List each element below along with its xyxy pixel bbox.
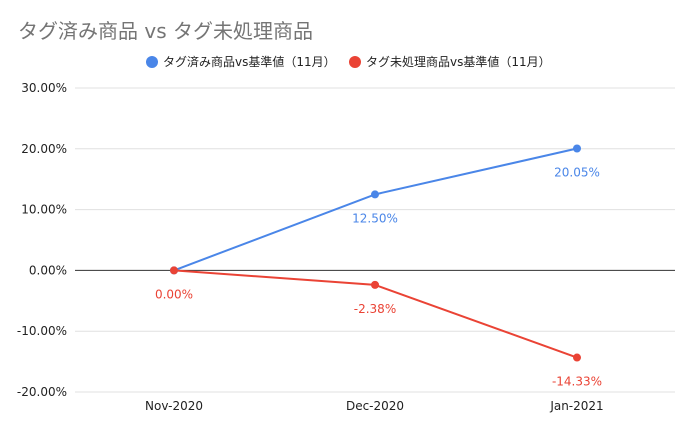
x-tick-label: Jan-2021 xyxy=(549,399,603,413)
x-axis-tick-labels: Nov-2020 Dec-2020 Jan-2021 xyxy=(145,399,604,413)
data-point xyxy=(170,266,178,275)
y-tick-label: 0.00% xyxy=(29,263,67,277)
y-axis-tick-labels: 30.00% 20.00% 10.00% 0.00% -10.00% -20.00% xyxy=(17,81,67,399)
y-tick-label: 10.00% xyxy=(21,203,67,217)
y-tick-label: -20.00% xyxy=(17,385,67,399)
data-point xyxy=(573,144,581,153)
legend-marker-series-2 xyxy=(349,56,361,68)
legend-marker-series-1 xyxy=(146,56,158,68)
chart-title: タグ済み商品 vs タグ未処理商品 xyxy=(18,19,313,43)
y-tick-label: 30.00% xyxy=(21,81,67,95)
gridlines xyxy=(75,87,675,393)
y-tick-label: 20.00% xyxy=(21,142,67,156)
data-label: -2.38% xyxy=(354,302,396,316)
data-label: 20.05% xyxy=(554,165,600,179)
data-label: -14.33% xyxy=(552,375,602,389)
x-tick-label: Nov-2020 xyxy=(145,399,203,413)
legend: タグ済み商品vs基準値（11月） タグ未処理商品vs基準値（11月） xyxy=(146,54,551,69)
data-labels: 12.50% 20.05% 0.00% -2.38% -14.33% xyxy=(155,165,602,388)
data-point xyxy=(371,190,379,199)
legend-label-series-2: タグ未処理商品vs基準値（11月） xyxy=(366,54,551,69)
data-point xyxy=(573,353,581,362)
data-label: 12.50% xyxy=(352,211,398,225)
series-lines xyxy=(173,147,578,359)
y-tick-label: -10.00% xyxy=(17,324,67,338)
data-point xyxy=(371,280,379,289)
data-points xyxy=(170,144,581,362)
x-tick-label: Dec-2020 xyxy=(346,399,404,413)
data-label: 0.00% xyxy=(155,287,193,301)
legend-label-series-1: タグ済み商品vs基準値（11月） xyxy=(163,54,336,69)
